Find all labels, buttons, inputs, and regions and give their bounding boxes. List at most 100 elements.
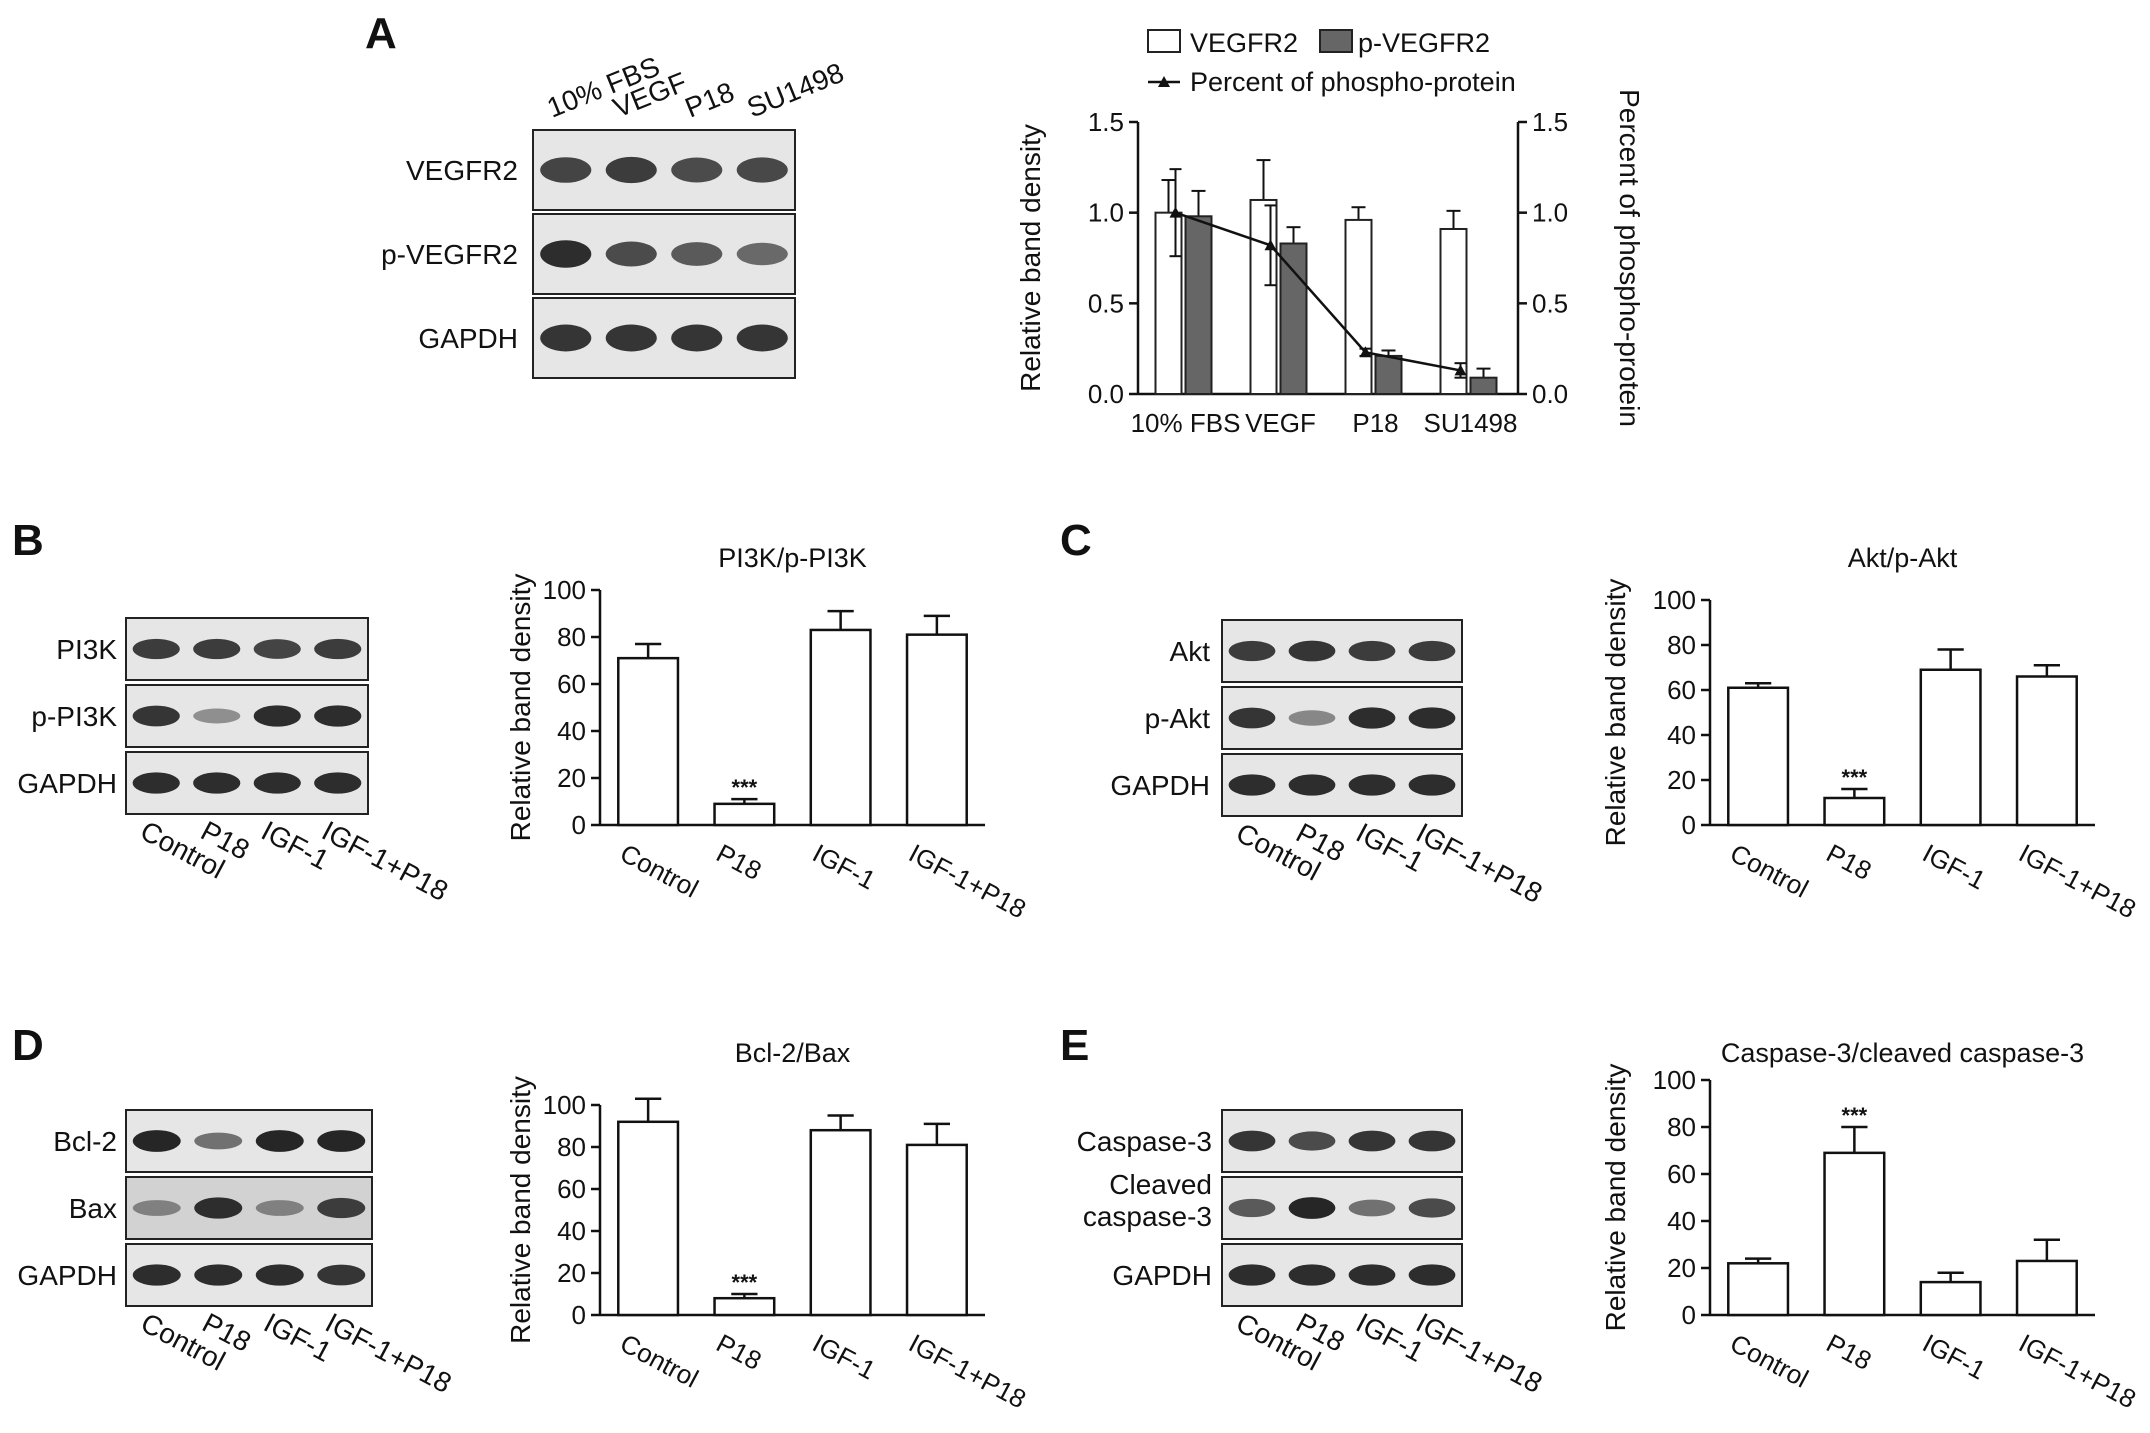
blot-lane-label: SU1498 xyxy=(743,57,848,124)
blot-row: GAPDH xyxy=(17,1243,373,1307)
blot-band xyxy=(1348,640,1396,662)
blot-band xyxy=(605,324,657,352)
chart-e: Caspase-3/cleaved caspase-3 0 20 40 60 80 100 R… xyxy=(1600,1038,2141,1414)
x-tick-label: SU1498 xyxy=(1424,408,1518,438)
y-tick-label: 80 xyxy=(1667,1112,1696,1142)
y-axis-label: Relative band density xyxy=(505,574,536,842)
bar xyxy=(1919,668,1982,827)
y-tick-label: 100 xyxy=(1653,585,1696,615)
blot-band xyxy=(540,324,592,352)
x-tick-label: Control xyxy=(1725,1328,1813,1394)
blot-band xyxy=(1348,707,1396,729)
blot-band xyxy=(1288,1197,1336,1219)
legend-swatch xyxy=(1147,29,1181,53)
blot-row: Bcl-2 xyxy=(53,1109,373,1173)
blot-band xyxy=(1288,1264,1336,1286)
blot-band xyxy=(253,772,301,794)
blot-row-label: GAPDH xyxy=(1110,770,1210,801)
blot-band xyxy=(255,1264,304,1286)
significance-label: *** xyxy=(1842,1103,1868,1128)
bar xyxy=(1184,215,1213,395)
legend: VEGFR2 p-VEGFR2 Percent of phospho-protein xyxy=(1147,28,1516,97)
y-tick-label: 40 xyxy=(557,716,586,746)
blot-band xyxy=(1228,774,1276,796)
blot-band xyxy=(194,1132,243,1150)
blot-band xyxy=(1288,640,1336,662)
blot-band xyxy=(1348,1130,1396,1152)
bar xyxy=(809,1128,872,1317)
chart-title: Caspase-3/cleaved caspase-3 xyxy=(1721,1038,2084,1068)
blot-band xyxy=(132,638,180,660)
blot-band xyxy=(736,324,788,352)
blot-band xyxy=(193,772,241,794)
line-marker xyxy=(1264,239,1277,251)
y-tick-label: 100 xyxy=(1653,1065,1696,1095)
blot-band xyxy=(253,639,301,659)
chart-title: PI3K/p-PI3K xyxy=(718,543,867,573)
chart-title: Akt/p-Akt xyxy=(1848,543,1958,573)
blot-band xyxy=(671,242,723,266)
blot-row-label: PI3K xyxy=(56,634,117,665)
y-tick-label: 40 xyxy=(557,1216,586,1246)
bar xyxy=(905,1143,968,1317)
x-tick-label: IGF-1+P18 xyxy=(904,838,1031,925)
blot-lane-label: IGF-1 xyxy=(259,1307,337,1368)
legend-swatch xyxy=(1319,29,1353,53)
line-marker xyxy=(1454,364,1467,376)
blot-band xyxy=(1408,1198,1456,1218)
significance-label: *** xyxy=(732,775,758,800)
blot-band xyxy=(1228,640,1276,662)
blot-band xyxy=(736,242,788,266)
blot-band xyxy=(1348,1264,1396,1286)
blot-band xyxy=(132,1264,181,1286)
x-tick-label: IGF-1 xyxy=(808,1328,881,1386)
blot-row: GAPDH xyxy=(1110,753,1463,817)
blot-row-label: VEGFR2 xyxy=(406,155,518,186)
blot-band xyxy=(317,1197,366,1219)
blot-row: Cleaved caspase-3 xyxy=(1083,1169,1463,1240)
blot-band xyxy=(605,156,657,184)
chart-a: 0.0 0.0 0.5 0.5 1.0 1.0 1.5 1.5 Relative band de… xyxy=(1015,28,1645,438)
blot-band xyxy=(194,1197,243,1219)
blot-band xyxy=(253,705,301,727)
blot-row: p-PI3K xyxy=(31,684,369,748)
y-tick-label: 40 xyxy=(1667,720,1696,750)
y-tick-label: 60 xyxy=(1667,1159,1696,1189)
x-tick-label: IGF-1+P18 xyxy=(2014,1328,2141,1415)
y-tick-label: 0 xyxy=(572,810,586,840)
bar xyxy=(713,802,776,827)
blot-row-label: Bcl-2 xyxy=(53,1126,117,1157)
blot-band xyxy=(736,157,788,183)
x-tick-label: P18 xyxy=(1822,1328,1877,1376)
y-tick-label: 60 xyxy=(557,1174,586,1204)
blot-row: VEGFR2 xyxy=(406,129,796,211)
blot-lane-label: IGF-1 xyxy=(256,815,334,876)
blot-band xyxy=(314,772,362,794)
blot-row-label: p-VEGFR2 xyxy=(381,239,518,270)
bar xyxy=(2015,1259,2078,1317)
y-axis-label: Relative band density xyxy=(1600,579,1631,847)
y2-tick-label: 0.5 xyxy=(1532,288,1568,318)
chart-c: Akt/p-Akt 0 20 40 60 80 100 Relative band densi… xyxy=(1600,543,2141,924)
x-tick-label: P18 xyxy=(1822,838,1877,886)
blot-row: Caspase-3 xyxy=(1077,1109,1463,1173)
bar xyxy=(1919,1280,1982,1317)
y-tick-label: 1.0 xyxy=(1088,198,1124,228)
panel-label-b: B xyxy=(12,516,44,565)
legend-marker xyxy=(1158,76,1170,87)
significance-label: *** xyxy=(1842,765,1868,790)
blot-band xyxy=(193,708,241,724)
blot-row: PI3K xyxy=(56,617,369,681)
blot-band xyxy=(314,705,362,727)
blot-band xyxy=(1228,1264,1276,1286)
x-tick-label: P18 xyxy=(712,1328,767,1376)
y2-tick-label: 1.5 xyxy=(1532,107,1568,137)
y-axis-label: Relative band density xyxy=(1600,1064,1631,1332)
bar xyxy=(617,1120,680,1317)
x-tick-label: IGF-1+P18 xyxy=(2014,838,2141,925)
